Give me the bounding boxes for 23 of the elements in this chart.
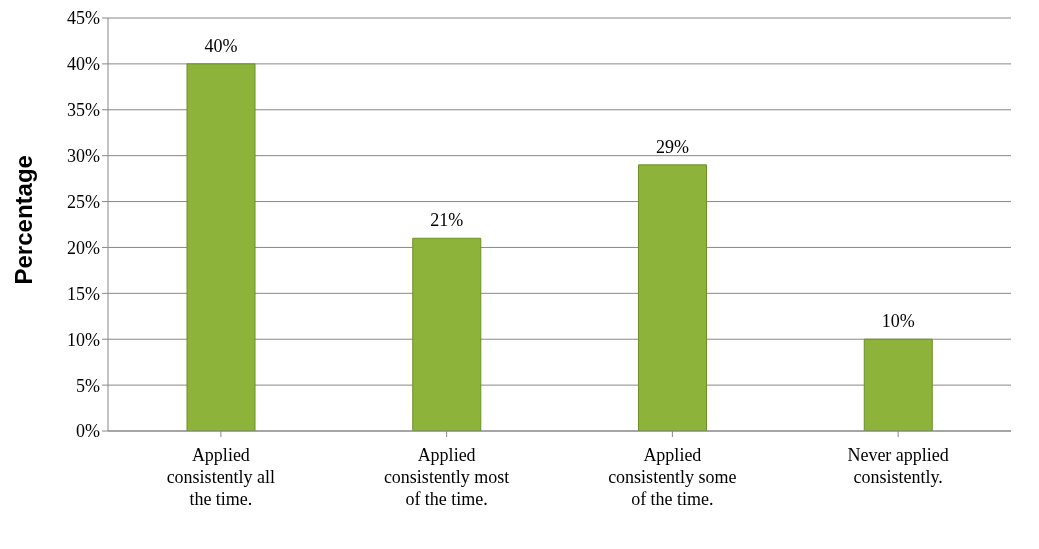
- data-label: 29%: [656, 136, 690, 157]
- x-tick-label: Applied consistently all the time.: [166, 445, 276, 509]
- y-tick-label: 25%: [67, 191, 100, 212]
- y-tick-label: 45%: [67, 8, 100, 29]
- y-tick-label: 10%: [67, 329, 100, 350]
- y-tick-label: 40%: [67, 54, 100, 75]
- y-tick-label: 15%: [67, 283, 100, 304]
- x-tick-label: Never applied consistently.: [847, 445, 949, 487]
- data-label: 10%: [881, 311, 915, 332]
- bar: [863, 338, 933, 431]
- x-tick-label: Applied consistently most of the time.: [383, 445, 510, 509]
- bar: [186, 63, 256, 431]
- bar: [412, 237, 482, 431]
- data-label: 21%: [430, 210, 464, 231]
- bar: [638, 164, 708, 431]
- y-tick-label: 30%: [67, 146, 100, 167]
- x-tick-label: Applied consistently some of the time.: [608, 445, 737, 509]
- y-tick-label: 5%: [76, 375, 100, 396]
- y-tick-label: 35%: [67, 100, 100, 121]
- y-axis-title: Percentage: [9, 155, 37, 285]
- data-label: 40%: [204, 35, 238, 56]
- y-tick-label: 20%: [67, 237, 100, 258]
- y-tick-label: 0%: [76, 421, 100, 442]
